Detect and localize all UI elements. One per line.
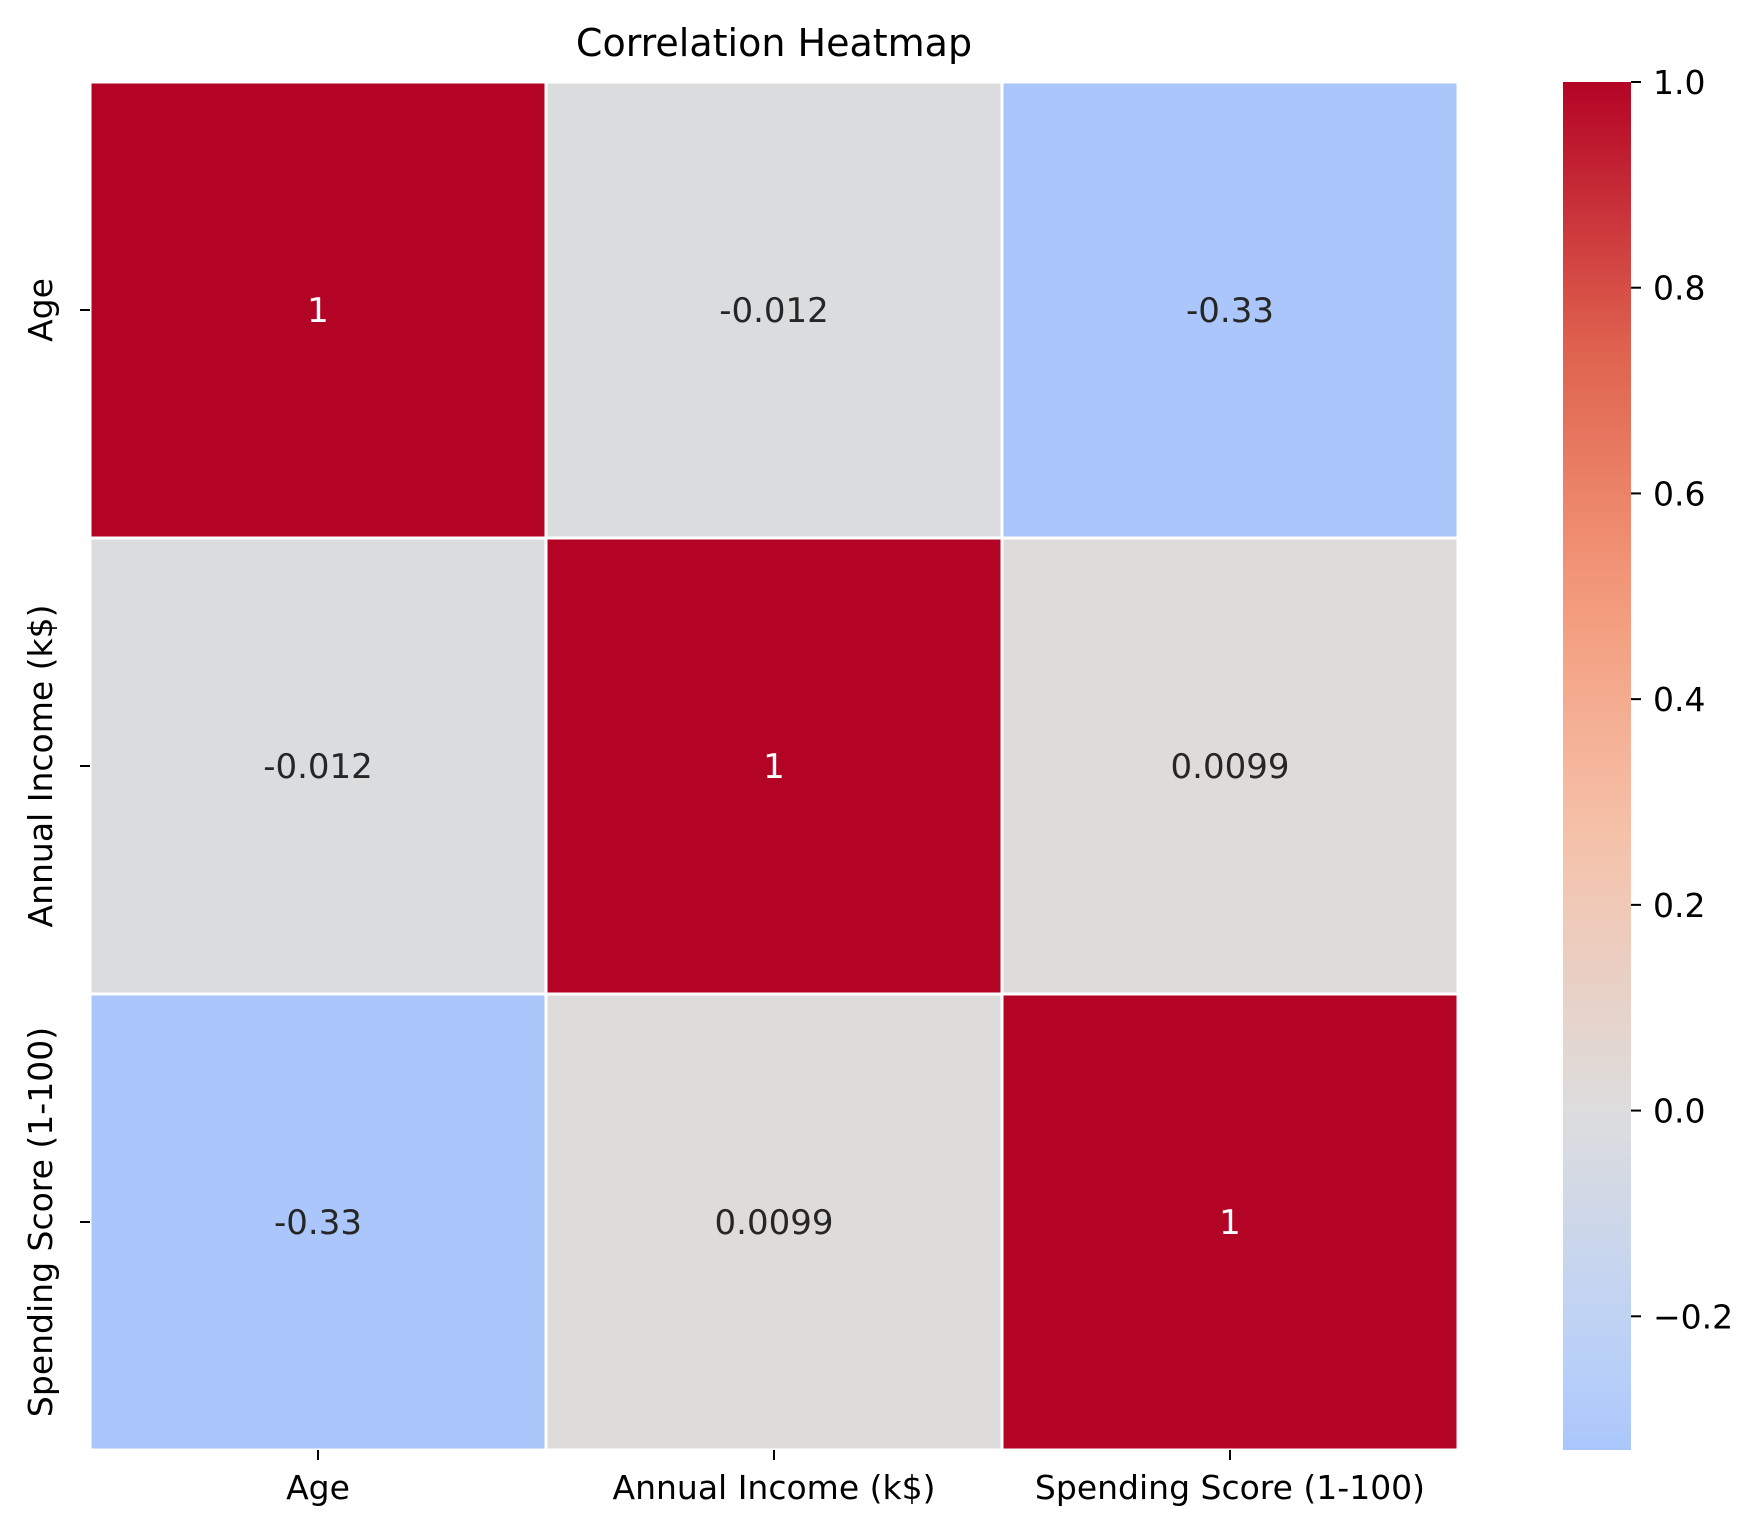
cell-annotations: 1 -0.012 -0.33 -0.012 1 0.0099 -0.33 0.0099 1 (263, 291, 1289, 1243)
heatmap-cell (1000, 80, 1460, 540)
y-tick-label: Age (21, 278, 60, 342)
heatmap-cell (88, 992, 548, 1452)
y-tick-label: Annual Income (k$) (21, 605, 60, 928)
y-axis-ticks: Age Annual Income (k$) Spending Score (1-1… (21, 278, 90, 1417)
cell-annotation: 0.0099 (715, 1203, 834, 1243)
cell-annotation: -0.33 (1186, 291, 1274, 331)
chart-title: Correlation Heatmap (576, 21, 972, 65)
colorbar-tick-label: 0.8 (1653, 269, 1705, 308)
x-axis-ticks: Age Annual Income (k$) Spending Score (1-1… (286, 1450, 1425, 1507)
colorbar: 1.0 0.8 0.6 0.4 0.2 0.0 −0.2 (1563, 63, 1733, 1450)
x-tick-label: Annual Income (k$) (613, 1468, 936, 1507)
cell-annotation: -0.012 (719, 291, 829, 331)
x-tick-label: Spending Score (1-100) (1035, 1468, 1425, 1507)
cell-annotation: 1 (763, 747, 785, 787)
heatmap-cell (544, 992, 1004, 1452)
heatmap-cell (88, 80, 548, 540)
heatmap-cell (544, 536, 1004, 996)
cell-annotation: 1 (307, 291, 329, 331)
cell-annotation: 0.0099 (1171, 747, 1290, 787)
heatmap-cell (88, 536, 548, 996)
colorbar-tick-label: 0.6 (1653, 474, 1705, 513)
heatmap-cell (1000, 536, 1460, 996)
heatmap-cells (88, 80, 1460, 1452)
x-tick-label: Age (286, 1468, 350, 1507)
colorbar-tick-label: 1.0 (1653, 63, 1705, 102)
cell-annotation: -0.33 (274, 1203, 362, 1243)
colorbar-tick-label: −0.2 (1653, 1297, 1733, 1336)
colorbar-tick-label: 0.2 (1653, 886, 1705, 925)
colorbar-tick-label: 0.4 (1653, 680, 1705, 719)
y-tick-label: Spending Score (1-100) (21, 1027, 60, 1417)
cell-annotation: 1 (1219, 1203, 1241, 1243)
heatmap-cell (544, 80, 1004, 540)
cell-annotation: -0.012 (263, 747, 373, 787)
colorbar-gradient (1563, 82, 1631, 1450)
colorbar-tick-label: 0.0 (1653, 1092, 1705, 1131)
